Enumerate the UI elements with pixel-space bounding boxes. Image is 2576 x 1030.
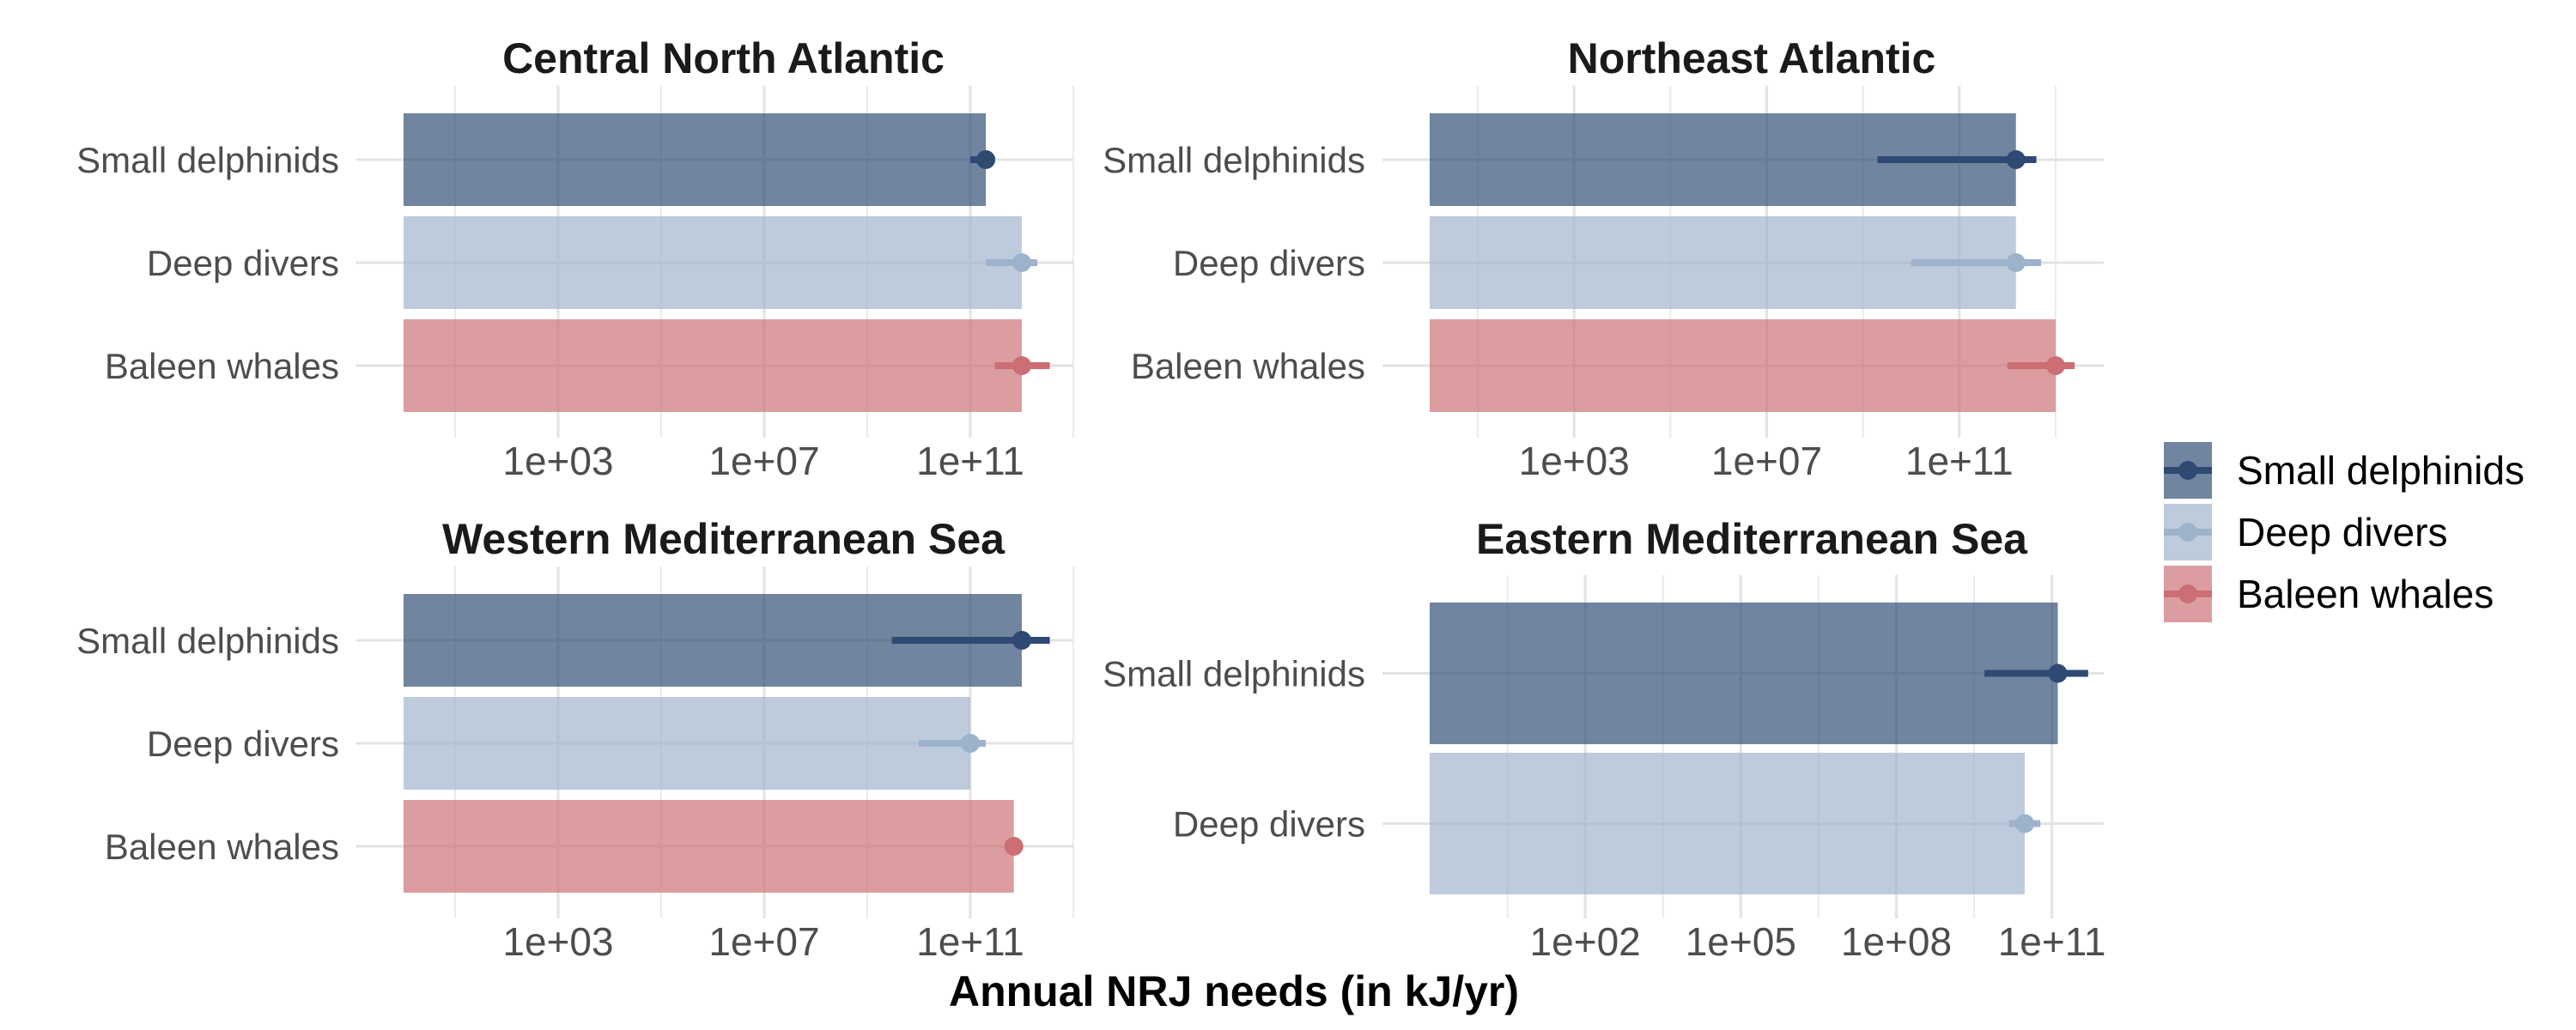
bar-deep-divers — [404, 216, 1022, 309]
panel-title: Eastern Mediterranean Sea — [1476, 515, 2028, 563]
x-tick-label: 1e+07 — [708, 919, 819, 964]
category-label: Baleen whales — [105, 827, 339, 867]
panel-eastern-mediterranean-sea: Small delphinids Deep divers 1e+02 1e+05 1e+… — [1103, 515, 2105, 964]
point-baleen-whales — [2045, 356, 2065, 375]
category-label: Small delphinids — [1103, 654, 1365, 694]
panel-title: Northeast Atlantic — [1568, 34, 1936, 82]
category-label: Deep divers — [1173, 243, 1365, 283]
x-tick-label: 1e+03 — [1519, 439, 1630, 483]
x-tick-label: 1e+03 — [502, 439, 613, 483]
x-tick-label: 1e+11 — [916, 439, 1024, 483]
bar-deep-divers — [1430, 753, 2026, 894]
point-small-delphinids — [2048, 663, 2068, 683]
panel-title: Western Mediterranean Sea — [442, 515, 1005, 563]
category-label: Deep divers — [147, 724, 339, 764]
panel-northeast-atlantic: Small delphinids Deep divers Baleen whales… — [1103, 34, 2104, 483]
x-tick-label: 1e+02 — [1530, 919, 1641, 964]
point-deep-divers — [1012, 253, 1031, 272]
legend-label: Baleen whales — [2237, 572, 2494, 616]
panel-central-north-atlantic: Small delphinids Deep divers Baleen whales… — [76, 34, 1074, 483]
category-label: Deep divers — [1173, 804, 1365, 845]
point-small-delphinids — [1012, 631, 1031, 650]
bar-small-delphinids — [1430, 603, 2058, 744]
category-label: Small delphinids — [1103, 140, 1365, 180]
x-tick-label: 1e+11 — [916, 919, 1024, 964]
point-deep-divers — [961, 734, 980, 753]
legend: Small delphinids Deep divers Baleen whales — [2164, 442, 2524, 622]
category-label: Deep divers — [147, 243, 339, 283]
point-deep-divers — [2015, 814, 2035, 833]
legend-label: Deep divers — [2237, 510, 2447, 554]
point-small-delphinids — [2006, 150, 2026, 169]
category-label: Small delphinids — [76, 140, 339, 180]
x-tick-label: 1e+11 — [1998, 919, 2106, 964]
x-tick-label: 1e+07 — [1711, 439, 1822, 483]
bar-baleen-whales — [1430, 319, 2056, 412]
point-small-delphinids — [976, 150, 996, 169]
category-label: Small delphinids — [76, 621, 339, 661]
bar-small-delphinids — [404, 113, 987, 206]
category-label: Baleen whales — [105, 346, 339, 386]
category-label: Baleen whales — [1131, 346, 1365, 386]
legend-label: Small delphinids — [2237, 448, 2524, 493]
legend-point — [2178, 585, 2197, 603]
bar-baleen-whales — [404, 319, 1022, 412]
legend-point — [2178, 461, 2197, 480]
x-tick-label: 1e+05 — [1686, 919, 1796, 964]
x-tick-label: 1e+08 — [1841, 919, 1952, 964]
x-tick-label: 1e+03 — [502, 919, 613, 964]
legend-key-small-delphinids: Small delphinids — [2164, 442, 2524, 499]
point-baleen-whales — [1004, 837, 1024, 856]
bar-baleen-whales — [404, 800, 1014, 893]
point-deep-divers — [2006, 253, 2026, 272]
legend-key-deep-divers: Deep divers — [2164, 504, 2447, 560]
bar-deep-divers — [404, 697, 970, 790]
facet-panels: Small delphinids Deep divers Baleen whales… — [76, 34, 2105, 964]
x-axis-title: Annual NRJ needs (in kJ/yr) — [949, 967, 1519, 1015]
x-tick-label: 1e+07 — [708, 439, 819, 483]
panel-western-mediterranean-sea: Small delphinids Deep divers Baleen whales… — [76, 515, 1074, 964]
legend-point — [2178, 523, 2197, 542]
x-tick-label: 1e+11 — [1905, 439, 2014, 483]
legend-key-baleen-whales: Baleen whales — [2164, 566, 2494, 622]
point-baleen-whales — [1012, 356, 1031, 375]
panel-title: Central North Atlantic — [502, 34, 945, 82]
